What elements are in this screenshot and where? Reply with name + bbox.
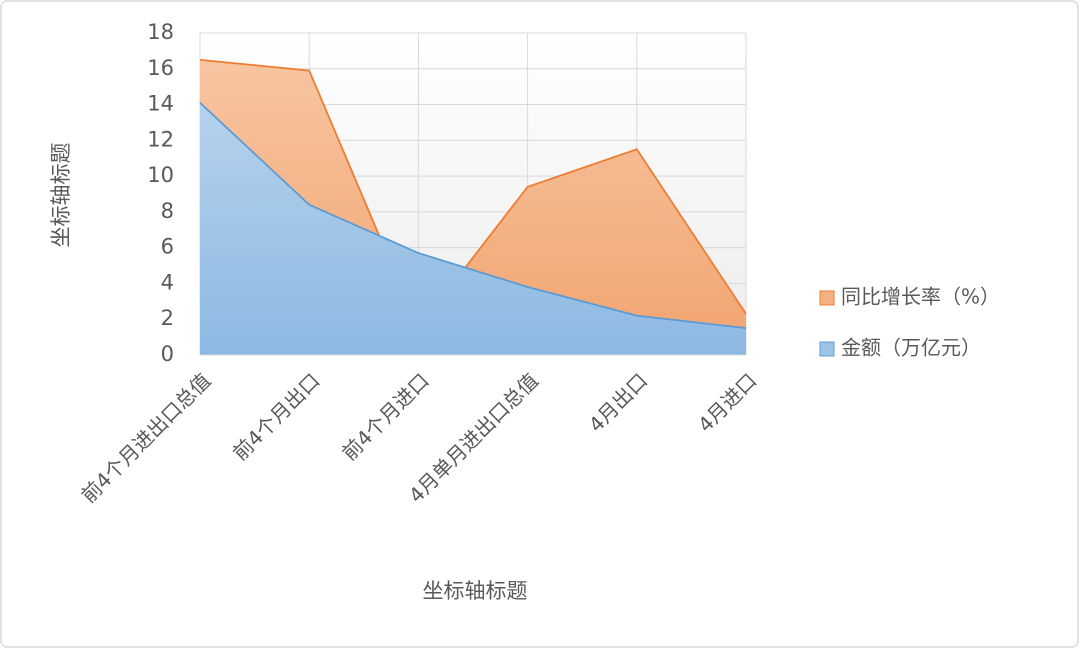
y-tick-label: 18 bbox=[147, 20, 174, 44]
y-tick-label: 10 bbox=[147, 163, 174, 187]
y-tick-label: 8 bbox=[161, 199, 174, 223]
area bbox=[200, 102, 746, 356]
y-tick-label: 4 bbox=[161, 270, 174, 294]
area-outline bbox=[199, 102, 747, 330]
legend-label: 金额（万亿元） bbox=[841, 336, 981, 360]
y-tick-label: 12 bbox=[147, 127, 174, 151]
x-axis-title: 坐标轴标题 bbox=[423, 579, 528, 603]
legend-label: 同比增长率（%） bbox=[841, 285, 1000, 309]
legend-swatch bbox=[819, 290, 835, 306]
area-outline bbox=[199, 58, 747, 330]
y-tick-label: 14 bbox=[147, 92, 174, 116]
y-axis-title: 坐标轴标题 bbox=[49, 143, 73, 248]
y-tick-label: 6 bbox=[161, 235, 174, 259]
y-tick-label: 16 bbox=[147, 56, 174, 80]
y-tick-label: 2 bbox=[161, 306, 174, 330]
legend-swatch bbox=[819, 341, 835, 357]
y-tick-label: 0 bbox=[161, 342, 174, 366]
